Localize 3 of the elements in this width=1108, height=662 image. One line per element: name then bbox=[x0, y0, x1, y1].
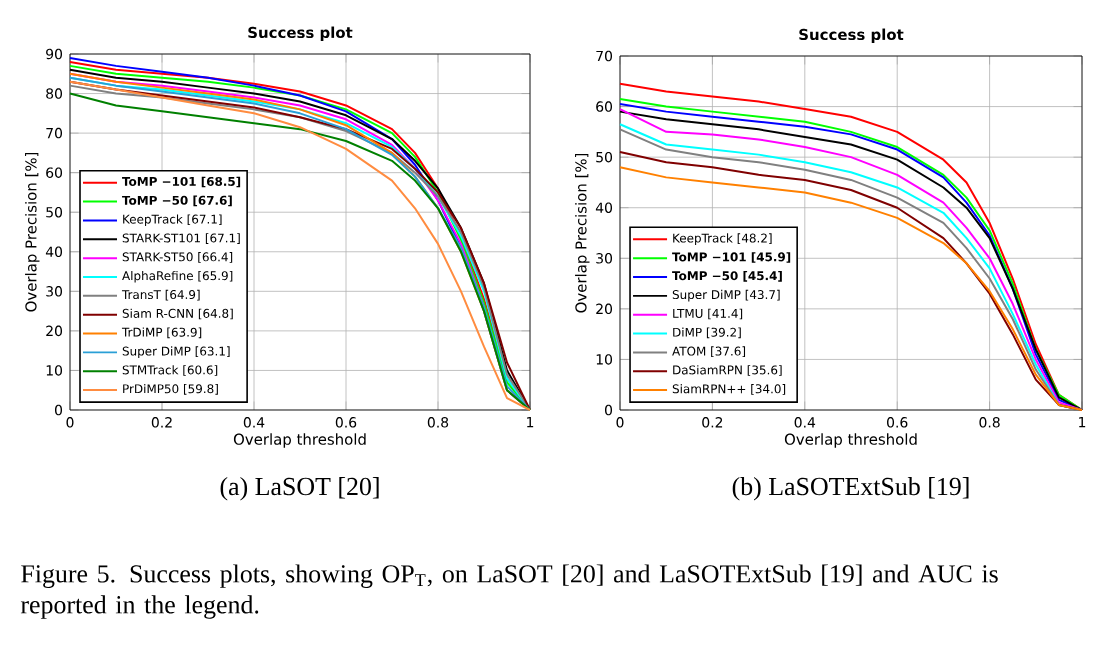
text: (a) LaSOT [20] bbox=[220, 477, 379, 501]
text: (b) LaSOTExtSub [19] bbox=[732, 477, 969, 501]
text: Figure 5. Success plots, showing OP$_{T}$, on LaSOT [20] and LaSOTExtSub [19] and AUC is reported in the legend. bbox=[20, 564, 998, 619]
